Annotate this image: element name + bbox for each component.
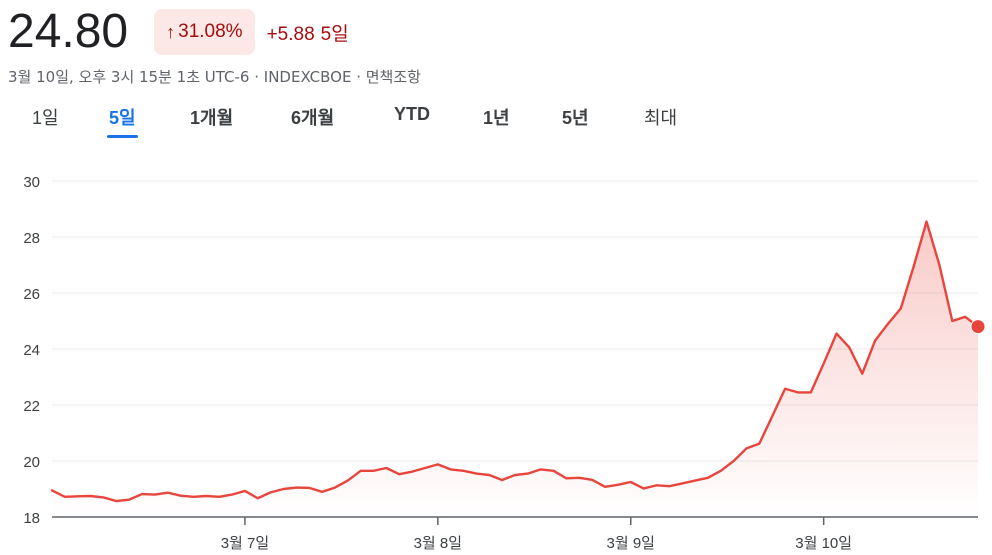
tab-1y[interactable]: 1년 (483, 104, 510, 130)
y-tick-label: 24 (23, 342, 40, 359)
tab-label: 1일 (32, 108, 59, 128)
y-tick-label: 18 (23, 510, 40, 527)
absolute-change-value: +5.88 (266, 23, 315, 45)
tab-label: 5일 (109, 108, 136, 128)
last-price-marker (970, 319, 986, 335)
tab-label: 최대 (644, 108, 678, 128)
x-tick-label: 3월 10일 (795, 535, 852, 552)
tab-label: YTD (394, 104, 430, 124)
tab-ytd[interactable]: YTD (394, 104, 430, 125)
tab-6m[interactable]: 6개월 (291, 104, 334, 130)
range-tabs: 1일 5일 1개월 6개월 YTD 1년 5년 최대 (0, 104, 992, 140)
quote-header: 24.80 ↑ 31.08% +5.88 5일 (8, 4, 349, 60)
change-period: 5일 (320, 23, 349, 45)
arrow-up-icon: ↑ (166, 21, 176, 42)
tab-5y[interactable]: 5년 (562, 104, 589, 130)
y-tick-label: 20 (23, 454, 40, 471)
tab-label: 5년 (562, 108, 589, 128)
current-price: 24.80 (8, 5, 129, 58)
x-tick-label: 3월 8일 (414, 535, 462, 552)
tab-5d[interactable]: 5일 (107, 104, 138, 138)
quote-meta: 3월 10일, 오후 3시 15분 1초 UTC-6 · INDEXCBOE ·… (8, 68, 421, 86)
tab-max[interactable]: 최대 (644, 104, 677, 130)
active-tab-indicator (107, 135, 138, 138)
tab-label: 1년 (483, 108, 510, 128)
price-area (52, 221, 978, 517)
x-tick-label: 3월 9일 (607, 535, 655, 552)
percent-change-value: 31.08% (178, 21, 243, 42)
y-tick-label: 26 (23, 286, 40, 303)
absolute-change: +5.88 5일 (267, 19, 349, 46)
price-line (50, 220, 980, 503)
tab-label: 6개월 (291, 108, 335, 128)
tab-1m[interactable]: 1개월 (190, 104, 233, 130)
y-tick-label: 30 (23, 174, 40, 191)
x-tick-label: 3월 7일 (221, 535, 269, 552)
tab-label: 1개월 (190, 108, 234, 128)
y-tick-label: 28 (23, 230, 40, 247)
tab-1d[interactable]: 1일 (32, 104, 59, 130)
percent-change-badge: ↑ 31.08% (154, 9, 255, 55)
y-tick-label: 22 (23, 398, 40, 415)
